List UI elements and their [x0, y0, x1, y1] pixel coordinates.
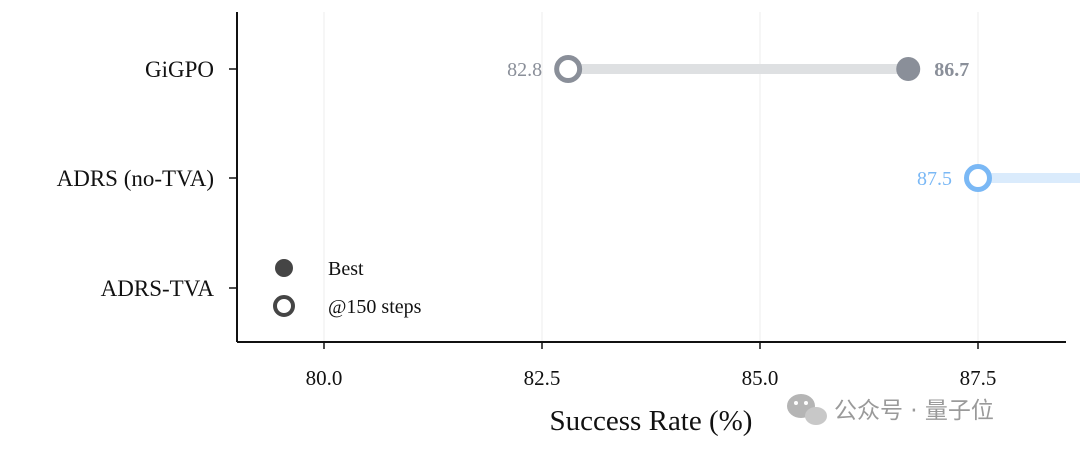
steps-value-label: 87.5 [917, 168, 952, 190]
watermark-text: 公众号 · 量子位 [834, 398, 994, 424]
x-axis-label: Success Rate (%) [550, 405, 753, 437]
steps-value-label: 82.8 [507, 59, 542, 81]
category-label: ADRS-TVA [101, 276, 215, 301]
value-labels: 82.886.787.590.689.893.0 [507, 59, 969, 190]
category-label: ADRS (no-TVA) [57, 166, 214, 191]
steps-point [554, 55, 583, 83]
legend-steps-label: @150 steps [328, 296, 422, 318]
x-ticks: 80.082.585.087.590.092.595.0 [306, 342, 997, 390]
legend-best-label: Best [328, 258, 364, 280]
data-points [554, 55, 992, 192]
watermark: 公众号 · 量子位 [787, 394, 994, 425]
best-point [896, 57, 921, 81]
legend-best-marker [275, 259, 293, 277]
x-tick-label: 87.5 [960, 366, 997, 390]
x-tick-label: 82.5 [524, 366, 561, 390]
x-tick-label: 80.0 [306, 366, 343, 390]
legend: Best @150 steps [273, 258, 422, 318]
steps-point [964, 164, 992, 192]
legend-steps-marker [273, 295, 295, 317]
axes [236, 12, 1066, 343]
x-tick-label: 85.0 [742, 366, 779, 390]
connector-lines [568, 64, 1080, 183]
wechat-icon [787, 394, 827, 425]
category-label: GiGPO [145, 57, 214, 82]
category-labels: GiGPO ADRS (no-TVA) ADRS-TVA [57, 57, 237, 301]
best-value-label: 86.7 [934, 59, 969, 81]
